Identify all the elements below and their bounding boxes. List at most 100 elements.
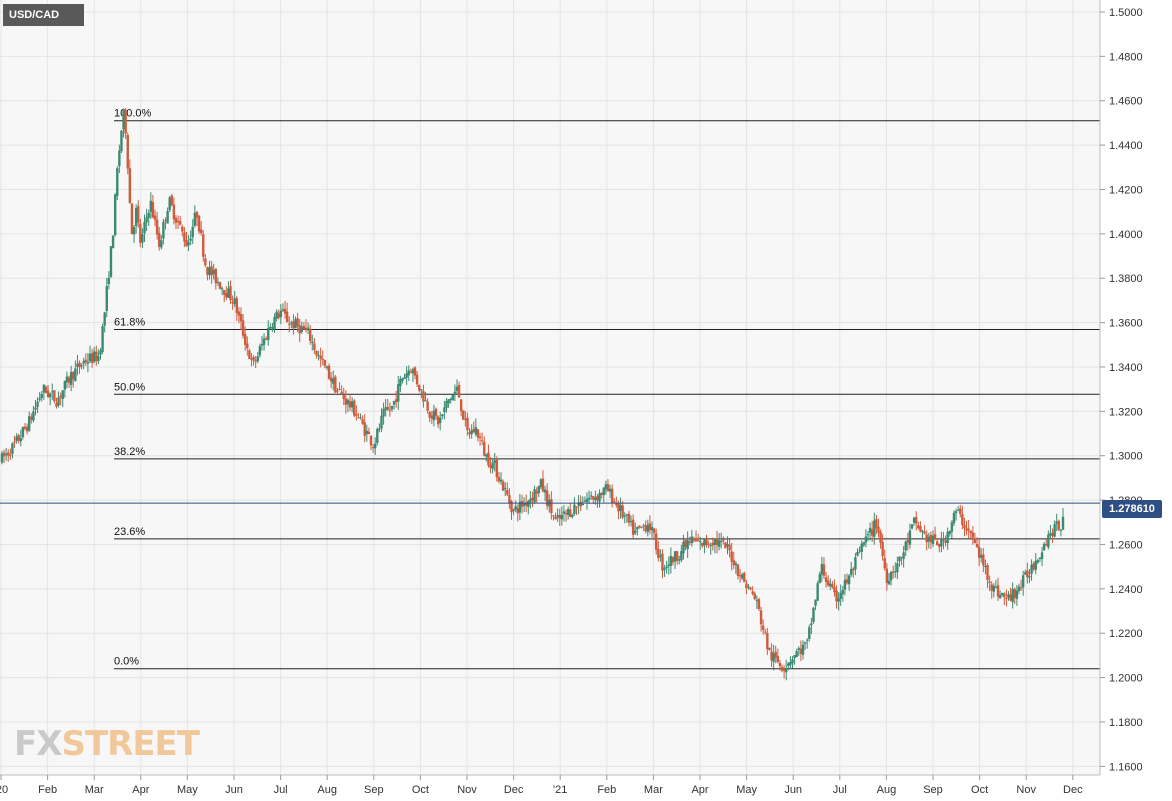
candle-body xyxy=(418,384,421,391)
candle-body xyxy=(21,427,25,438)
candle-body xyxy=(1040,552,1044,560)
candle-body xyxy=(1015,590,1019,599)
candle-body xyxy=(162,221,165,239)
candle-body xyxy=(252,357,255,361)
candle-body xyxy=(160,240,163,248)
candle-body xyxy=(497,477,501,482)
y-tick-label: 1.2600 xyxy=(1109,539,1143,551)
candle-body xyxy=(891,571,895,574)
candle-body xyxy=(243,334,247,345)
candle-body xyxy=(401,378,404,381)
candle-body xyxy=(845,579,849,584)
candle-body xyxy=(95,351,98,362)
candle-body xyxy=(948,531,951,534)
candle-body xyxy=(927,536,931,542)
candle-body xyxy=(93,351,96,362)
candle-body xyxy=(11,443,14,454)
candle-body xyxy=(638,525,641,528)
candle-body xyxy=(747,586,750,588)
plot-background xyxy=(0,0,1100,775)
candle-body xyxy=(816,583,819,601)
candle-body xyxy=(489,464,492,468)
candle-body xyxy=(543,489,547,493)
candle-body xyxy=(2,452,6,457)
candle-body xyxy=(134,208,138,226)
candle-body xyxy=(894,571,897,573)
candle-body xyxy=(680,551,683,561)
candle-body xyxy=(214,268,218,284)
candle-body xyxy=(541,478,545,492)
candle-body xyxy=(686,540,689,550)
candle-body xyxy=(264,338,268,340)
candle-body xyxy=(178,221,182,225)
x-tick-label: May xyxy=(736,784,757,796)
candle-body xyxy=(143,222,146,234)
candle-body xyxy=(527,501,530,507)
candle-body xyxy=(447,399,450,404)
y-tick-label: 1.2000 xyxy=(1109,673,1143,685)
candle-body xyxy=(1036,560,1040,563)
candle-body xyxy=(376,428,379,443)
candle-body xyxy=(457,384,461,398)
candle-body xyxy=(57,397,60,406)
candle-body xyxy=(139,223,142,243)
candle-body xyxy=(355,414,358,416)
candle-body xyxy=(363,422,366,436)
candle-body xyxy=(967,528,970,531)
candle-body xyxy=(617,502,620,512)
candle-body xyxy=(17,435,20,441)
candle-body xyxy=(308,328,312,342)
candle-body xyxy=(906,539,910,543)
candle-body xyxy=(929,534,933,543)
candle-body xyxy=(1059,529,1063,531)
candle-body xyxy=(275,311,278,319)
candle-body xyxy=(933,534,937,540)
y-tick-label: 1.3600 xyxy=(1109,318,1143,330)
candle-body xyxy=(787,663,790,666)
candle-body xyxy=(734,563,738,566)
candle-body xyxy=(187,242,190,246)
candle-body xyxy=(778,662,782,667)
candle-body xyxy=(36,401,39,407)
candle-body xyxy=(636,527,639,530)
y-tick-label: 1.3200 xyxy=(1109,406,1143,418)
candle-body xyxy=(99,350,102,355)
candle-body xyxy=(732,560,735,566)
candle-body xyxy=(407,370,410,376)
candle-body xyxy=(101,326,104,352)
candle-body xyxy=(499,479,503,482)
candle-body xyxy=(109,246,113,277)
candle-body xyxy=(751,591,754,594)
candle-body xyxy=(854,557,857,570)
candle-body xyxy=(386,406,389,410)
candle-body xyxy=(48,393,52,398)
candle-body xyxy=(422,391,425,402)
candle-body xyxy=(944,540,947,543)
candle-body xyxy=(998,595,1002,598)
candle-body xyxy=(938,543,941,547)
candle-body xyxy=(1026,570,1029,578)
candle-body xyxy=(76,363,79,367)
candle-body xyxy=(986,564,989,581)
symbol-label: USD/CAD xyxy=(3,4,84,26)
candle-body xyxy=(589,495,593,497)
fib-level-label: 38.2% xyxy=(114,446,145,458)
candle-body xyxy=(130,203,134,235)
candle-body xyxy=(841,590,845,595)
candle-body xyxy=(545,490,549,506)
candle-body xyxy=(996,585,1000,597)
candle-body xyxy=(791,659,794,664)
candle-body xyxy=(233,298,236,305)
candle-body xyxy=(671,557,675,563)
candle-body xyxy=(912,517,916,523)
candle-body xyxy=(621,505,624,518)
candle-body xyxy=(434,408,438,417)
candle-body xyxy=(254,360,257,362)
candle-body xyxy=(1049,533,1052,536)
fib-level-label: 61.8% xyxy=(114,316,145,328)
candle-body xyxy=(514,506,517,510)
candle-body xyxy=(690,536,694,544)
candle-body xyxy=(883,558,886,569)
candle-body xyxy=(327,365,331,379)
